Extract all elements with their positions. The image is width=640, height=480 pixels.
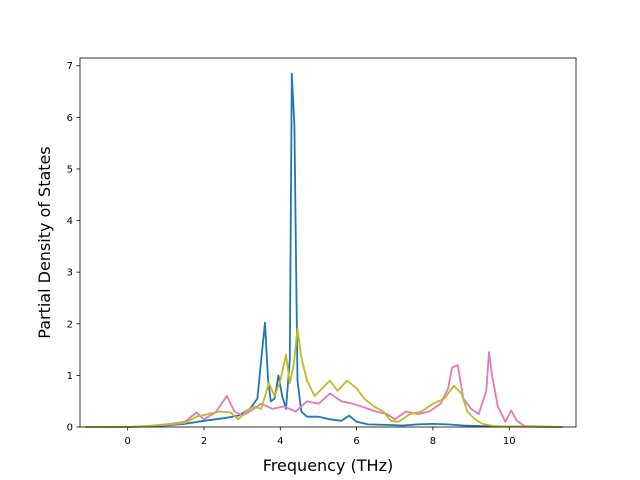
x-tick-label: 6 [353,436,359,447]
y-tick-label: 6 [67,113,73,124]
x-tick-label: 4 [277,436,283,447]
y-axis-label: Partial Density of States [35,146,54,338]
y-tick-label: 5 [67,164,73,175]
x-tick-label: 2 [201,436,207,447]
x-tick-label: 8 [430,436,436,447]
y-tick-label: 3 [67,268,73,279]
axis-ticks: 0 2 4 6 8 10 0 1 2 3 4 5 6 7 [67,61,516,447]
series-line-2 [85,351,563,428]
series-lines [85,72,563,428]
y-tick-label: 7 [67,61,73,72]
y-tick-label: 1 [67,371,73,382]
y-tick-label: 0 [67,423,73,434]
series-line-1 [85,72,563,428]
x-tick-label: 0 [125,436,131,447]
plot-frame [79,57,577,428]
series-line-3 [85,327,563,428]
x-axis-label: Frequency (THz) [263,456,393,475]
y-tick-label: 2 [67,319,73,330]
y-tick-label: 4 [67,216,73,227]
x-tick-label: 10 [503,436,516,447]
